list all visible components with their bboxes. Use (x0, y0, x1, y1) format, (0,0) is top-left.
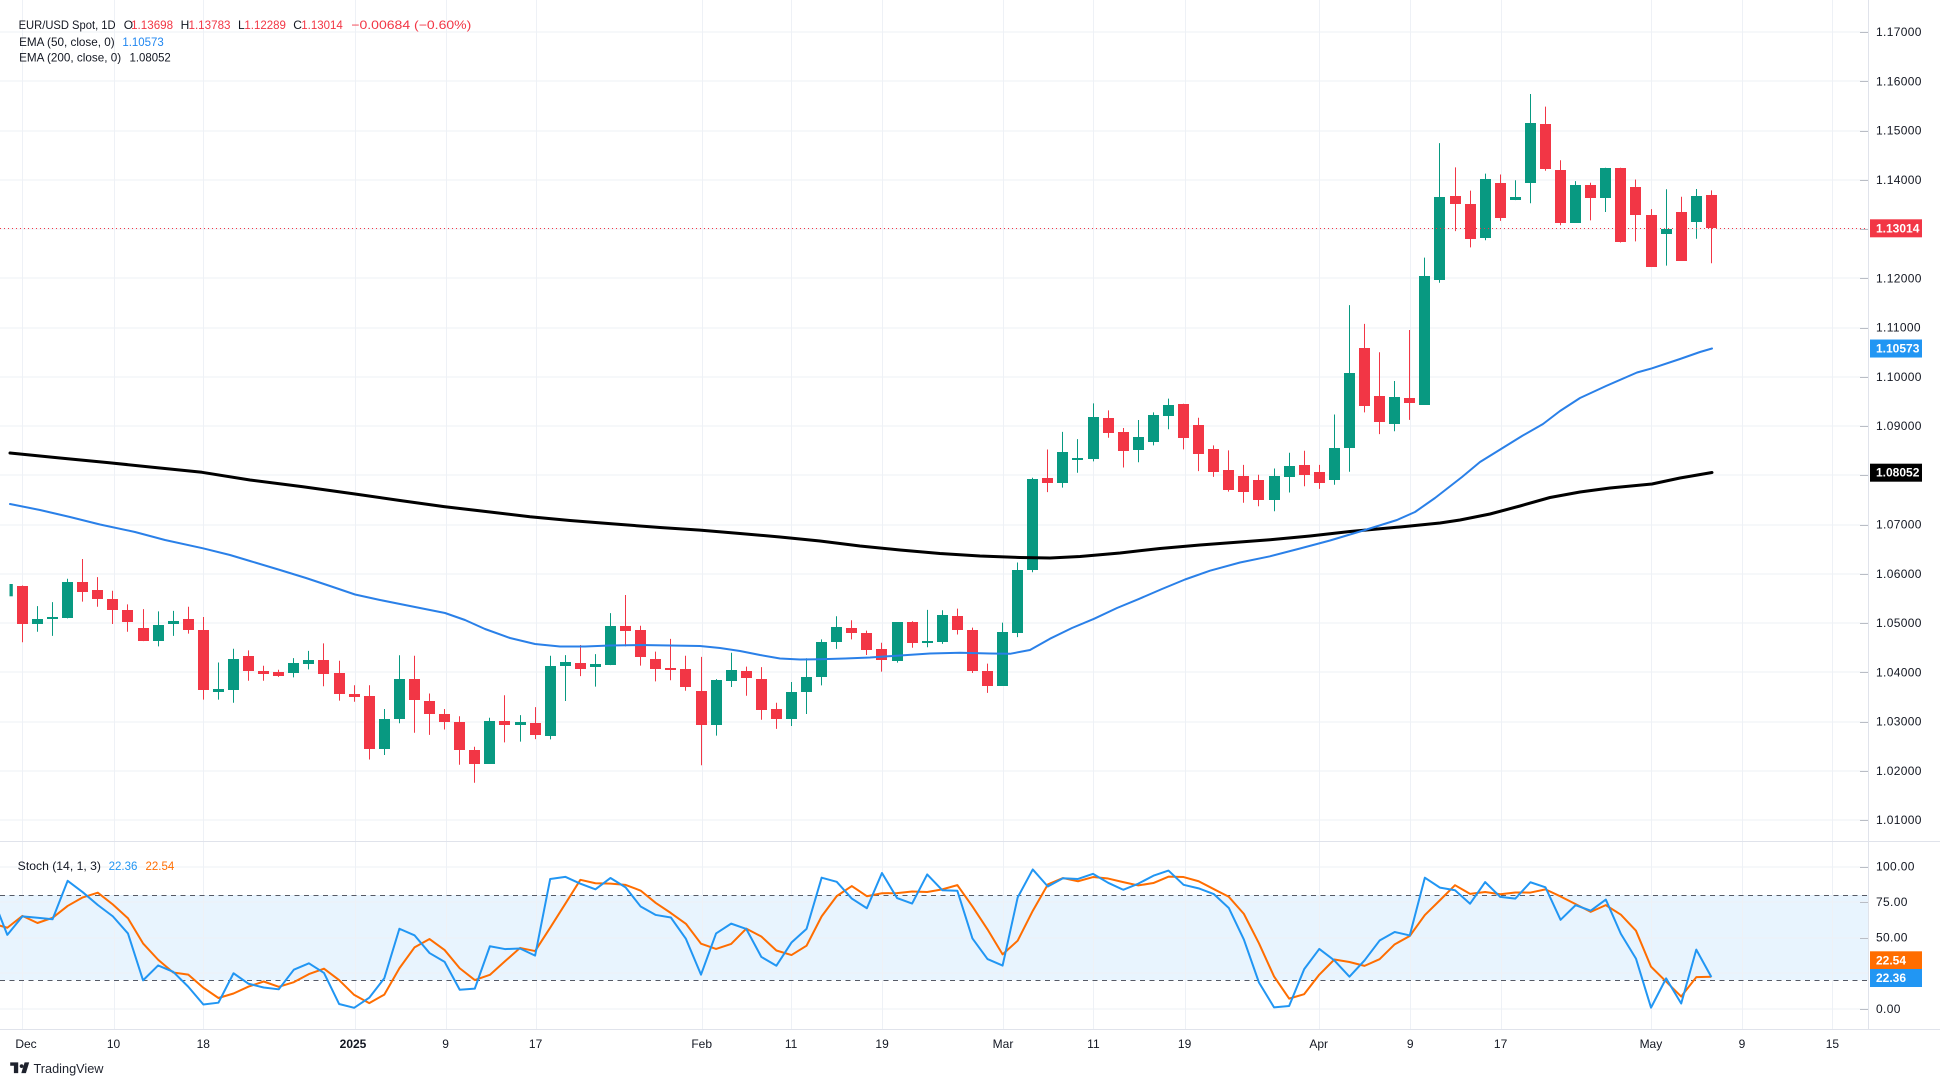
svg-text:15: 15 (1826, 1037, 1840, 1051)
svg-text:19: 19 (1178, 1037, 1192, 1051)
svg-text:1.15000: 1.15000 (1876, 124, 1922, 138)
svg-text:9: 9 (1407, 1037, 1414, 1051)
svg-text:17: 17 (529, 1037, 543, 1051)
svg-text:C: C (293, 18, 302, 32)
svg-text:L: L (238, 18, 245, 32)
svg-text:0.00: 0.00 (1876, 1002, 1901, 1016)
svg-text:50.00: 50.00 (1876, 931, 1908, 945)
svg-text:17: 17 (1494, 1037, 1508, 1051)
svg-text:1.07000: 1.07000 (1876, 518, 1922, 532)
svg-text:1.11000: 1.11000 (1876, 321, 1921, 335)
svg-text:22.36: 22.36 (1876, 971, 1906, 985)
svg-text:Mar: Mar (993, 1037, 1014, 1051)
svg-text:EMA (50, close, 0): EMA (50, close, 0) (19, 35, 115, 49)
svg-text:22.54: 22.54 (146, 859, 175, 873)
svg-text:9: 9 (442, 1037, 449, 1051)
svg-text:22.54: 22.54 (1876, 953, 1906, 967)
svg-text:22.36: 22.36 (109, 859, 138, 873)
svg-text:1.01000: 1.01000 (1876, 813, 1922, 827)
svg-text:1.13783: 1.13783 (189, 18, 231, 32)
svg-text:1.10573: 1.10573 (122, 35, 164, 49)
svg-text:2025: 2025 (340, 1037, 367, 1051)
svg-text:EUR/USD Spot, 1D: EUR/USD Spot, 1D (19, 18, 116, 32)
svg-text:9: 9 (1739, 1037, 1746, 1051)
svg-text:TradingView: TradingView (34, 1061, 104, 1076)
svg-text:1.03000: 1.03000 (1876, 715, 1922, 729)
svg-text:1.10573: 1.10573 (1876, 342, 1920, 356)
svg-text:Feb: Feb (691, 1037, 712, 1051)
svg-text:1.12289: 1.12289 (244, 18, 286, 32)
svg-text:10: 10 (107, 1037, 121, 1051)
svg-text:H: H (181, 18, 190, 32)
svg-text:−0.00684 (−0.60%): −0.00684 (−0.60%) (351, 18, 471, 32)
svg-text:75.00: 75.00 (1876, 895, 1908, 909)
svg-text:EMA (200, close, 0): EMA (200, close, 0) (19, 51, 121, 65)
svg-text:1.13014: 1.13014 (301, 18, 343, 32)
svg-text:1.17000: 1.17000 (1876, 25, 1922, 39)
svg-text:1.04000: 1.04000 (1876, 665, 1922, 679)
svg-text:18: 18 (197, 1037, 211, 1051)
svg-text:1.06000: 1.06000 (1876, 567, 1922, 581)
svg-text:1.16000: 1.16000 (1876, 74, 1922, 88)
svg-text:11: 11 (1087, 1037, 1100, 1051)
svg-text:1.10000: 1.10000 (1876, 370, 1922, 384)
svg-text:1.08052: 1.08052 (1876, 466, 1920, 480)
svg-text:1.12000: 1.12000 (1876, 271, 1922, 285)
svg-text:100.00: 100.00 (1876, 860, 1915, 874)
svg-text:19: 19 (875, 1037, 889, 1051)
svg-text:1.09000: 1.09000 (1876, 419, 1922, 433)
svg-text:Stoch (14, 1, 3): Stoch (14, 1, 3) (18, 859, 101, 873)
svg-text:1.13014: 1.13014 (1876, 221, 1920, 235)
svg-text:1.05000: 1.05000 (1876, 616, 1922, 630)
svg-text:11: 11 (785, 1037, 798, 1051)
svg-text:1.08052: 1.08052 (130, 51, 172, 65)
svg-text:1.02000: 1.02000 (1876, 764, 1922, 778)
svg-text:May: May (1640, 1037, 1663, 1051)
svg-text:1.13698: 1.13698 (131, 18, 173, 32)
svg-text:1.14000: 1.14000 (1876, 173, 1922, 187)
svg-text:Dec: Dec (15, 1037, 36, 1051)
svg-text:O: O (124, 18, 133, 32)
svg-text:Apr: Apr (1309, 1037, 1328, 1051)
